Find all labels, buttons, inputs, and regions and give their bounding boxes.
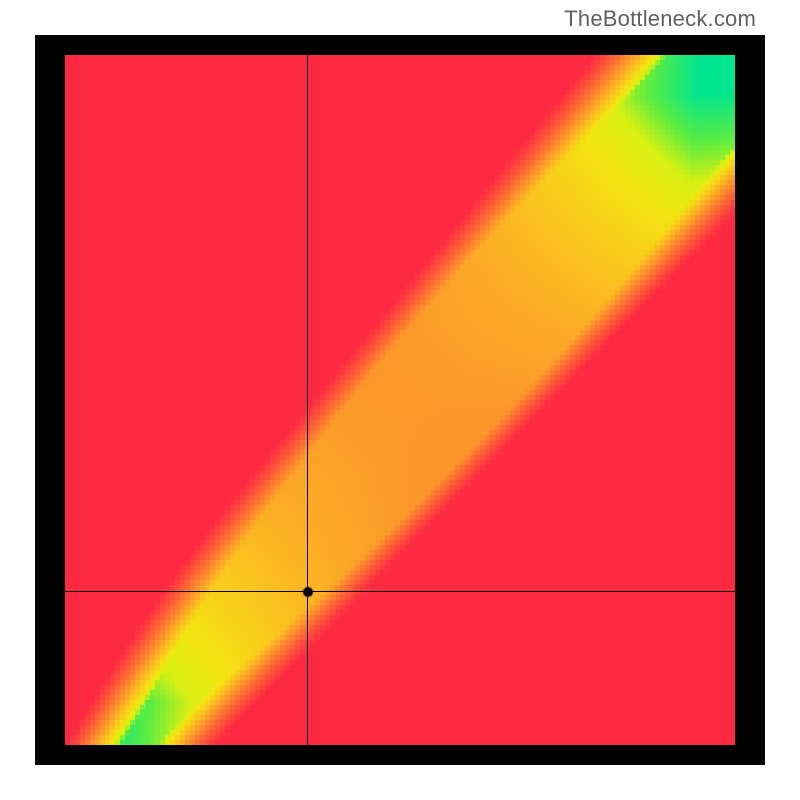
outer-frame	[35, 35, 765, 765]
bottleneck-heatmap	[65, 55, 735, 745]
figure-stage: TheBottleneck.com	[0, 0, 800, 800]
crosshair-vertical-line	[307, 55, 308, 745]
watermark-text: TheBottleneck.com	[564, 6, 756, 32]
crosshair-marker	[302, 586, 314, 598]
crosshair-horizontal-line	[65, 591, 735, 592]
